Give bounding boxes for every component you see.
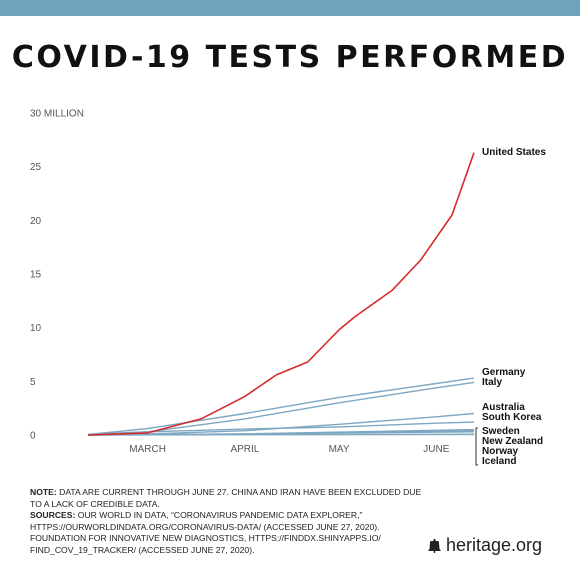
notes-block: NOTE: DATA ARE CURRENT THROUGH JUNE 27. … (30, 487, 430, 557)
series-label-germany: Germany (482, 367, 526, 378)
y-tick-label-0: 0 (30, 431, 36, 442)
series-label-norway: Norway (482, 446, 519, 457)
note-label: NOTE: (30, 487, 57, 497)
series-label-south-korea: South Korea (482, 412, 542, 423)
sources-label: SOURCES: (30, 510, 76, 521)
y-tick-label-25: 25 (30, 162, 42, 173)
series-line-italy (87, 381, 475, 436)
liberty-bell-icon (428, 538, 441, 553)
sources-text: OUR WORLD IN DATA, “CORONAVIRUS PANDEMIC… (30, 510, 381, 555)
y-tick-label-15: 15 (30, 270, 42, 281)
series-line-germany (87, 377, 475, 436)
sources-paragraph: SOURCES: OUR WORLD IN DATA, “CORONAVIRUS… (30, 510, 430, 556)
series-label-new-zealand: New Zealand (482, 436, 543, 447)
series-line-south-korea (87, 421, 475, 436)
brand-text: heritage.org (446, 535, 543, 555)
line-chart: 0 5 10 15 20 25 30 MILLION MARCH APRIL MAY JUNE Uni… (30, 109, 546, 468)
note-paragraph: NOTE: DATA ARE CURRENT THROUGH JUNE 27. … (30, 487, 430, 510)
y-tick-label-20: 20 (30, 216, 42, 227)
y-tick-label-5: 5 (30, 377, 36, 388)
x-tick-label-may: MAY (329, 444, 350, 455)
top-accent-bar (0, 0, 580, 16)
series-label-sweden: Sweden (482, 426, 520, 437)
y-tick-label-10: 10 (30, 323, 42, 334)
series-line-united-states (87, 152, 475, 436)
label-group-bracket (475, 427, 478, 466)
series-label-iceland: Iceland (482, 456, 516, 467)
series-label-italy: Italy (482, 377, 502, 388)
note-text: DATA ARE CURRENT THROUGH JUNE 27. CHINA … (30, 487, 422, 509)
series-line-iceland (87, 433, 475, 436)
chart-title: COVID-19 TESTS PERFORMED (11, 40, 569, 75)
x-tick-label-april: APRIL (230, 444, 259, 455)
series-label-united-states: United States (482, 147, 546, 158)
x-tick-label-june: JUNE (423, 444, 449, 455)
series-label-australia: Australia (482, 402, 525, 413)
y-tick-label-30: 30 MILLION (30, 109, 84, 120)
x-tick-label-march: MARCH (129, 444, 166, 455)
brand-logo[interactable]: heritage.org (428, 535, 542, 556)
